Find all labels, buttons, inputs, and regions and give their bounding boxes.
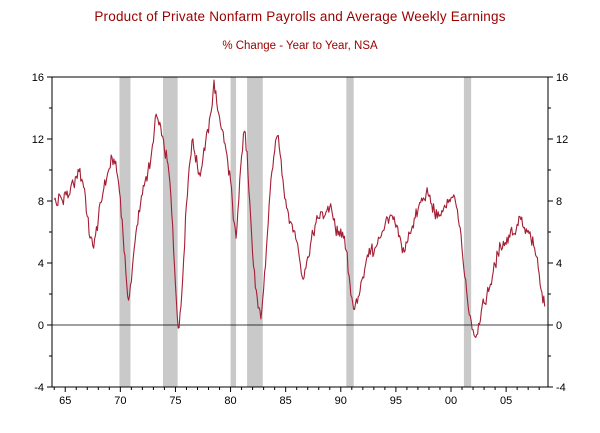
x-axis-label: 95 [390,395,402,407]
chart-title: Product of Private Nonfarm Payrolls and … [94,9,506,24]
x-axis-label: 70 [114,395,126,407]
y-axis-label-left: 16 [32,72,44,84]
x-axis-label: 00 [445,395,457,407]
recession-band [463,77,472,387]
y-axis-label-left: 12 [32,134,44,146]
y-axis-label-right: 12 [556,134,568,146]
x-axis-label: 90 [335,395,347,407]
data-series-line [53,79,546,338]
recession-band [230,77,237,387]
y-axis-label-left: 8 [38,196,44,208]
y-axis-label-right: 4 [556,258,562,270]
x-axis-label: 85 [280,395,292,407]
recession-band [247,77,263,387]
y-axis-label-right: -4 [556,382,566,394]
y-axis-label-right: 16 [556,72,568,84]
y-axis-label-right: 8 [556,196,562,208]
x-axis-label: 65 [59,395,71,407]
y-axis-label-left: -4 [34,382,44,394]
y-axis-label-left: 0 [38,320,44,332]
chart-subtitle: % Change - Year to Year, NSA [222,40,378,52]
recession-band [119,77,131,387]
recession-band [162,77,178,387]
recession-band [346,77,354,387]
y-axis-label-right: 0 [556,320,562,332]
y-axis-label-left: 4 [38,258,44,270]
x-axis-label: 75 [169,395,181,407]
plot-frame [51,76,549,388]
x-axis-label: 05 [500,395,512,407]
x-axis-label: 80 [224,395,236,407]
